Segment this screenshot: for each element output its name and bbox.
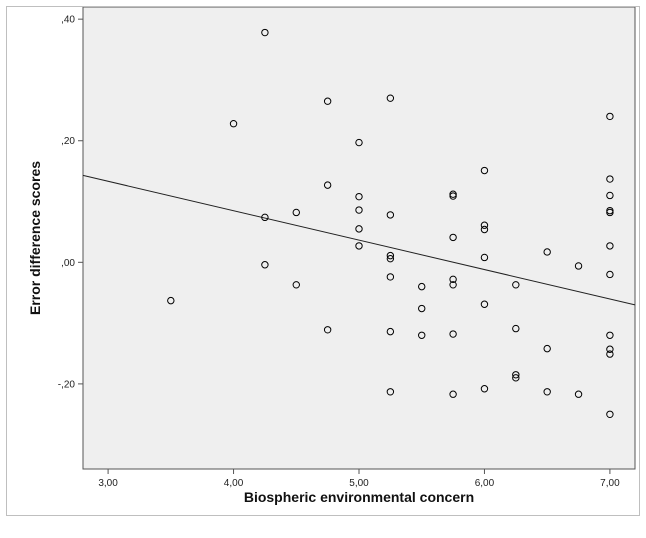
regression-line xyxy=(82,174,636,306)
data-point xyxy=(386,254,395,263)
data-point xyxy=(574,262,583,270)
data-point xyxy=(606,350,614,358)
data-point xyxy=(480,225,489,234)
data-point xyxy=(418,331,426,339)
data-points xyxy=(167,28,614,418)
data-point xyxy=(606,175,614,183)
y-axis: ,40 ,20 ,00 -,20 xyxy=(58,15,83,390)
x-tick-label: 3,00 xyxy=(98,478,118,489)
data-point xyxy=(449,330,457,338)
data-point xyxy=(355,242,363,250)
data-point xyxy=(261,261,269,269)
x-tick-label: 5,00 xyxy=(349,478,369,489)
data-point xyxy=(512,281,520,289)
data-point xyxy=(418,282,426,291)
data-point xyxy=(449,390,457,398)
data-point xyxy=(167,296,175,305)
y-tick-label: ,00 xyxy=(61,258,75,269)
data-point xyxy=(355,206,363,214)
data-point xyxy=(606,410,614,418)
data-point xyxy=(543,344,551,353)
data-point xyxy=(480,253,489,262)
data-point xyxy=(229,120,238,128)
data-point xyxy=(292,208,300,217)
data-point xyxy=(323,97,332,105)
data-point xyxy=(512,324,520,333)
data-point xyxy=(261,28,269,37)
data-point xyxy=(418,304,426,313)
data-point xyxy=(512,371,520,379)
data-point xyxy=(355,138,363,147)
data-point xyxy=(386,94,395,102)
data-point xyxy=(480,166,489,175)
data-point xyxy=(292,281,300,289)
x-tick-label: 6,00 xyxy=(475,478,495,489)
data-point xyxy=(606,345,614,353)
data-point xyxy=(480,221,489,229)
data-point xyxy=(386,211,395,219)
data-point xyxy=(355,192,363,201)
data-point xyxy=(543,388,551,396)
data-point xyxy=(606,242,614,250)
data-point xyxy=(355,225,363,233)
x-tick-label: 4,00 xyxy=(224,478,244,489)
data-point xyxy=(386,273,395,281)
data-point xyxy=(606,270,614,279)
plot-area xyxy=(82,7,636,470)
data-point xyxy=(449,233,457,242)
data-point xyxy=(574,390,583,398)
x-axis: 3,00 4,00 5,00 6,00 7,00 xyxy=(98,469,620,489)
data-point xyxy=(606,191,614,200)
data-point xyxy=(386,327,395,336)
chart-frame: ,40 ,20 ,00 -,20 3,00 4,00 5,00 6,00 7,00 Biosp… xyxy=(6,6,640,516)
data-point xyxy=(449,281,457,289)
data-point xyxy=(323,326,332,334)
data-point xyxy=(386,388,395,396)
data-point xyxy=(480,385,489,393)
data-point xyxy=(386,251,395,260)
y-tick-label: ,20 xyxy=(61,136,75,147)
data-point xyxy=(606,208,614,217)
scatter-chart: ,40 ,20 ,00 -,20 3,00 4,00 5,00 6,00 7,00 Biosp… xyxy=(27,7,636,505)
data-point xyxy=(606,331,614,339)
data-point xyxy=(449,192,457,200)
data-point xyxy=(449,275,457,284)
data-point xyxy=(480,300,489,308)
y-axis-title: Error difference scores xyxy=(27,161,43,315)
data-point xyxy=(543,248,551,256)
data-point xyxy=(606,112,614,121)
x-axis-title: Biospheric environmental concern xyxy=(244,489,474,505)
y-tick-label: -,20 xyxy=(58,379,76,390)
data-point xyxy=(323,181,332,189)
x-tick-label: 7,00 xyxy=(600,478,620,489)
data-point xyxy=(512,374,520,382)
data-point xyxy=(261,213,269,222)
y-tick-label: ,40 xyxy=(61,15,75,26)
